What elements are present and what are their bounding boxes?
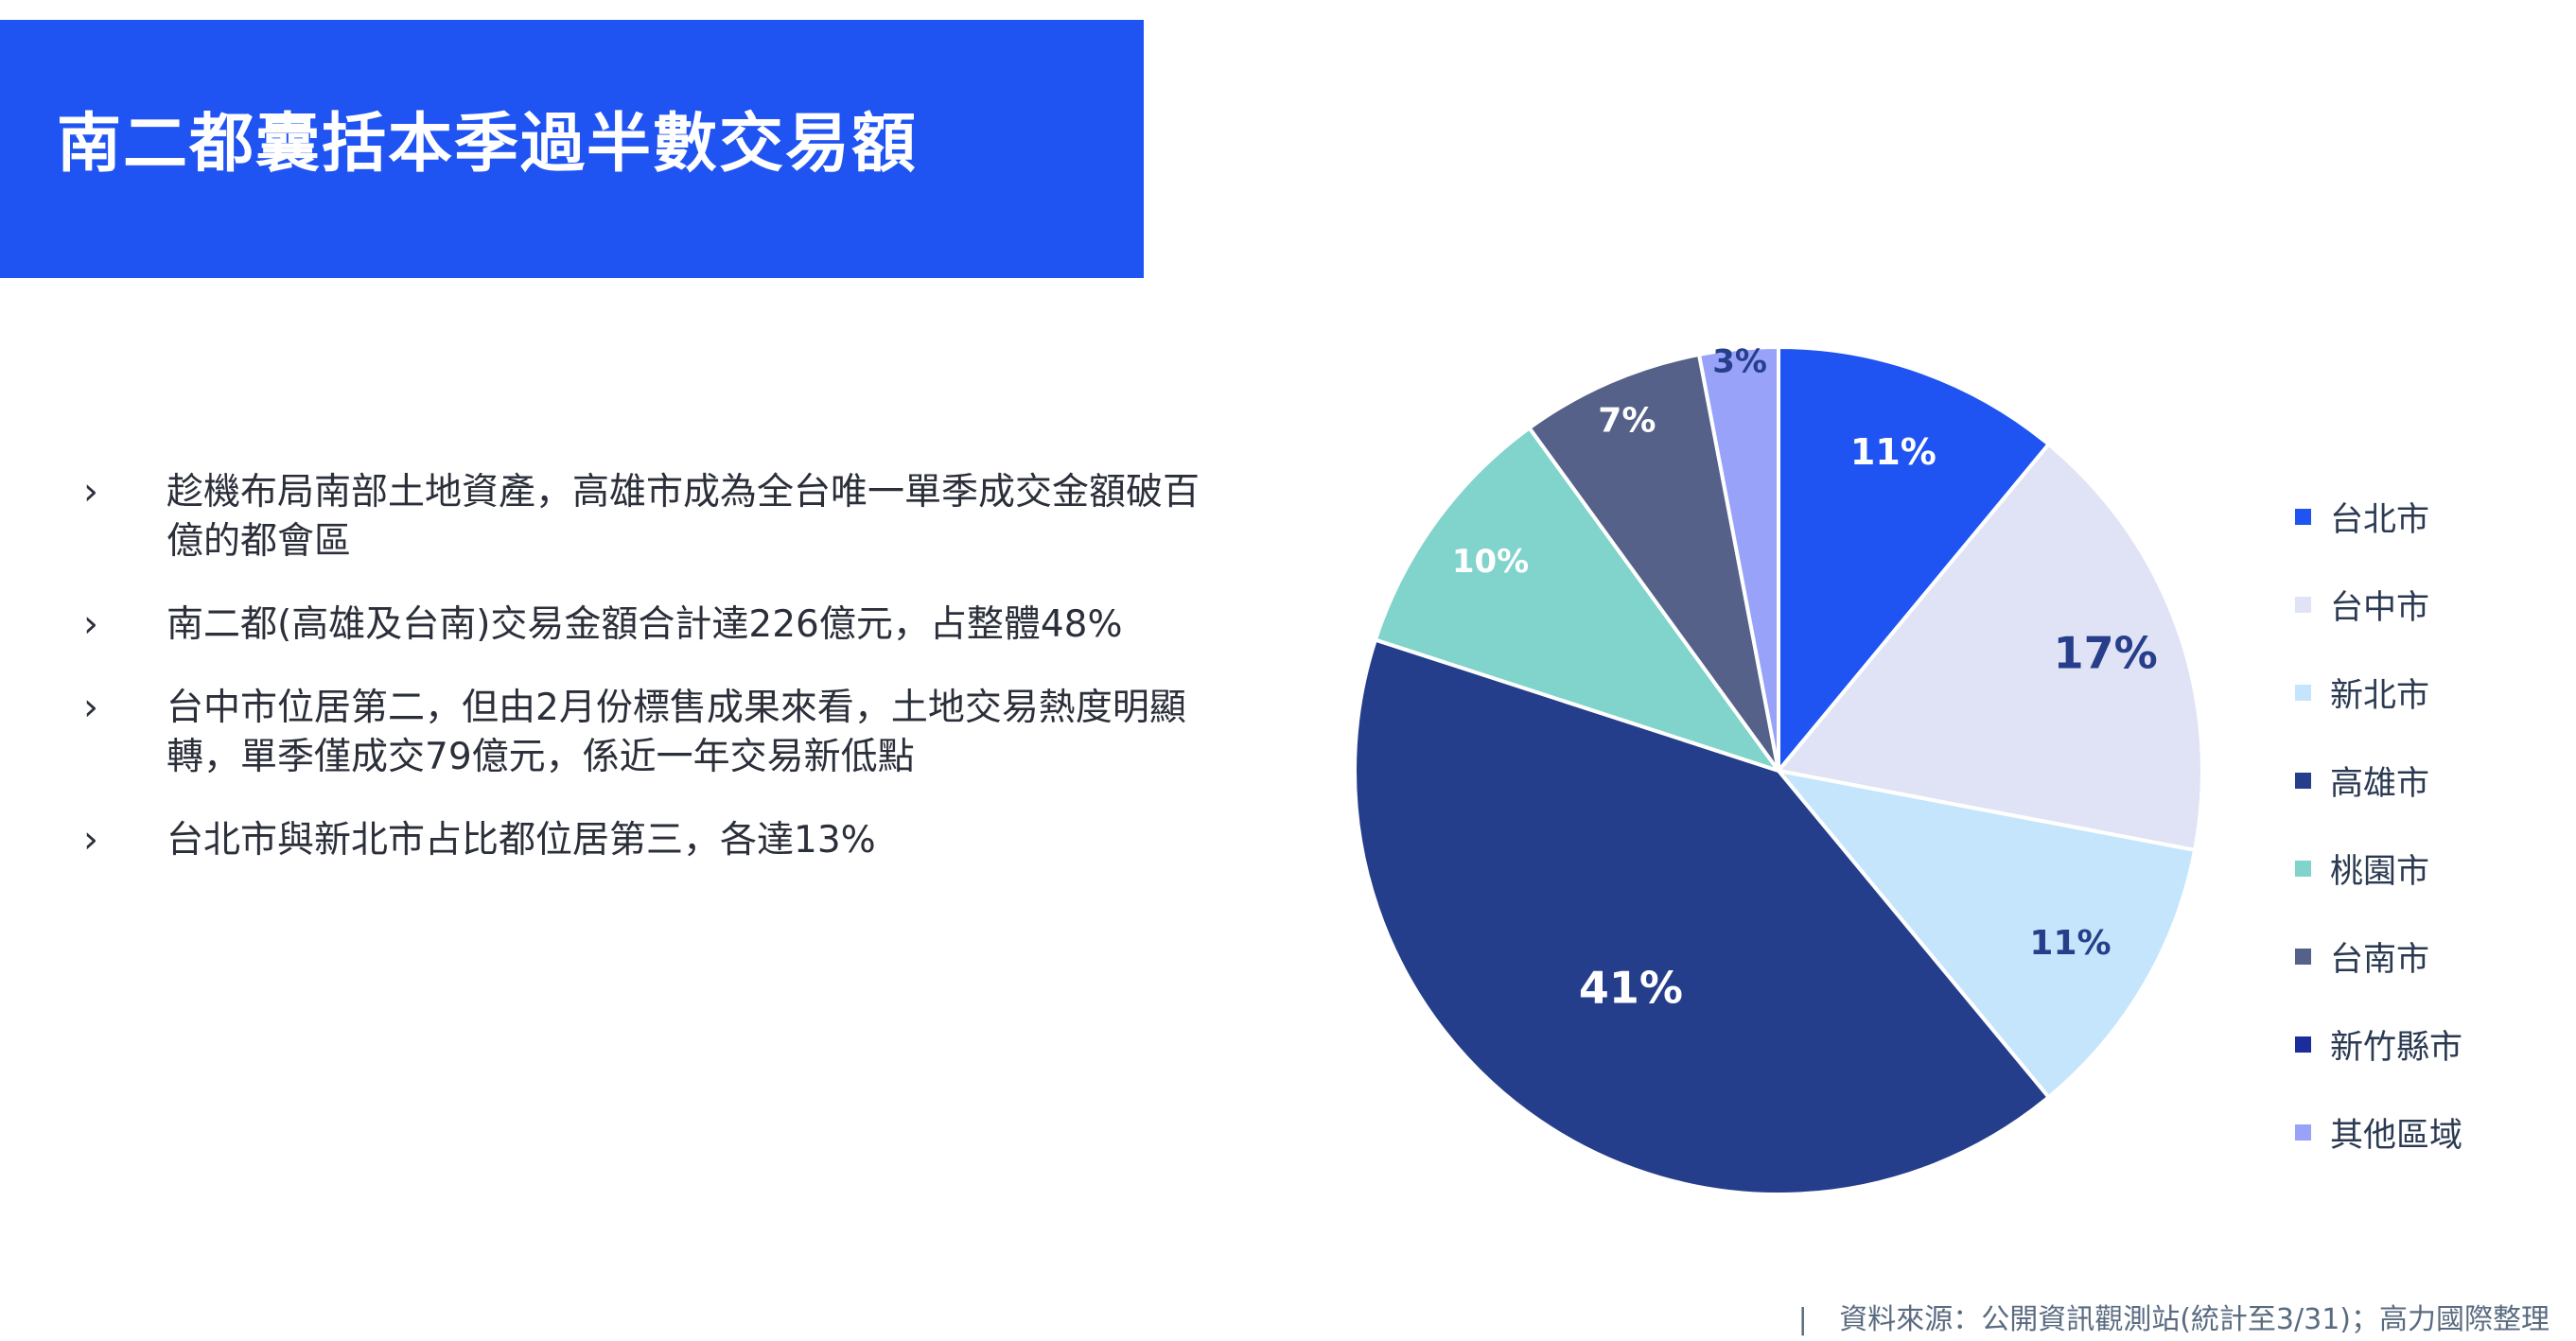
legend-swatch — [2295, 773, 2311, 789]
legend-swatch — [2295, 597, 2311, 613]
source-text: 資料來源：公開資訊觀測站(統計至3/31)；高力國際整理 — [1839, 1303, 2550, 1336]
source-separator: | — [1797, 1303, 1808, 1336]
chevron-right-icon: › — [83, 470, 98, 514]
title-banner: 南二都囊括本季過半數交易額 — [0, 20, 1144, 278]
legend-item: 新北市 — [2295, 649, 2462, 737]
slice-label-5: 7% — [1598, 401, 1656, 440]
bullet-text: 台北市與新北市占比都位居第三，各達13% — [166, 819, 876, 862]
legend-item: 桃園市 — [2295, 825, 2462, 913]
bullet-item: › 南二都(高雄及台南)交易金額合計達226億元，占整體48% — [79, 601, 1234, 650]
page-title: 南二都囊括本季過半數交易額 — [57, 107, 919, 182]
bullet-text: 台中市位居第二，但由2月份標售成果來看，土地交易熱度明顯轉，單季僅成交79億元，… — [166, 687, 1186, 778]
legend-item: 台南市 — [2295, 913, 2462, 1001]
slice-label-1: 17% — [2054, 628, 2158, 679]
legend-item: 新竹縣市 — [2295, 1001, 2462, 1088]
legend-label: 台南市 — [2330, 941, 2430, 979]
pie-slice-1 — [1775, 441, 2204, 853]
bullet-item: › 台中市位居第二，但由2月份標售成果來看，土地交易熱度明顯轉，單季僅成交79億… — [79, 684, 1234, 782]
legend-swatch — [2295, 685, 2311, 701]
legend-swatch — [2295, 861, 2311, 877]
slice-label-2: 11% — [2029, 924, 2111, 963]
pie-slice-4 — [1373, 425, 1784, 775]
chevron-right-icon: › — [83, 686, 98, 729]
legend-label: 桃園市 — [2330, 853, 2430, 891]
bullet-text: 趁機布局南部土地資產，高雄市成為全台唯一單季成交金額破百億的都會區 — [166, 471, 1200, 563]
legend-label: 新北市 — [2330, 677, 2430, 715]
pie-slice-3 — [1353, 637, 2052, 1196]
source-note: | 資料來源：公開資訊觀測站(統計至3/31)；高力國際整理 — [1798, 1296, 2550, 1337]
legend-item: 高雄市 — [2295, 737, 2462, 825]
bullet-text: 南二都(高雄及台南)交易金額合計達226億元，占整體48% — [166, 603, 1123, 646]
bullet-list: › 趁機布局南部土地資產，高雄市成為全台唯一單季成交金額破百億的都會區 › 南二… — [79, 468, 1234, 899]
pie-slice-0 — [1777, 344, 2052, 776]
pie-chart: 11% 17% 11% 41% 10% 7% 3% — [1353, 342, 2204, 1196]
chart-legend: 台北市台中市新北市高雄市桃園市台南市新竹縣市其他區域 — [2295, 473, 2462, 1176]
slice-label-4: 10% — [1452, 543, 1529, 581]
slice-label-3: 41% — [1579, 963, 1683, 1014]
pie-slice-7 — [1696, 344, 1780, 772]
bullet-item: › 趁機布局南部土地資產，高雄市成為全台唯一單季成交金額破百億的都會區 — [79, 468, 1234, 566]
legend-label: 新竹縣市 — [2330, 1029, 2463, 1067]
slice-label-7: 3% — [1712, 342, 1767, 380]
legend-item: 其他區域 — [2295, 1088, 2462, 1176]
legend-label: 其他區域 — [2330, 1117, 2463, 1155]
legend-swatch — [2295, 1036, 2311, 1053]
bullet-item: › 台北市與新北市占比都位居第三，各達13% — [79, 816, 1234, 865]
pie-slice-2 — [1773, 767, 2198, 1101]
pie-slice-5 — [1526, 352, 1780, 773]
chevron-right-icon: › — [83, 602, 98, 646]
legend-swatch — [2295, 1124, 2311, 1141]
legend-item: 台中市 — [2295, 561, 2462, 649]
legend-swatch — [2295, 949, 2311, 965]
legend-swatch — [2295, 509, 2311, 525]
legend-item: 台北市 — [2295, 473, 2462, 561]
legend-label: 高雄市 — [2330, 765, 2430, 803]
legend-label: 台北市 — [2330, 501, 2430, 539]
chevron-right-icon: › — [83, 818, 98, 862]
legend-label: 台中市 — [2330, 589, 2430, 627]
slice-label-0: 11% — [1850, 431, 1936, 473]
